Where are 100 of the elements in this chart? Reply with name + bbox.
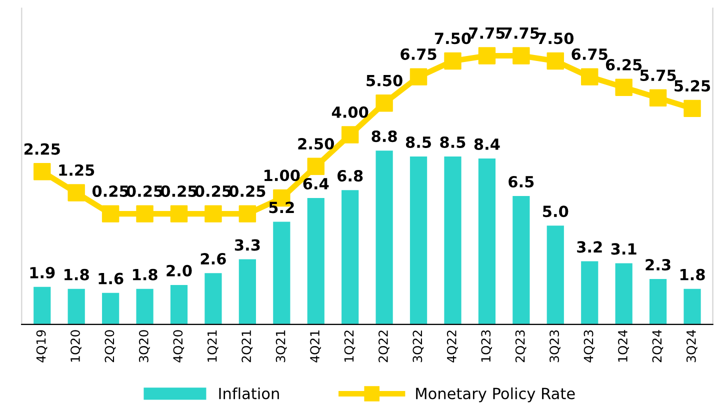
bar: [649, 279, 667, 324]
data-label: 2.3: [646, 258, 670, 271]
point: [34, 163, 51, 180]
x-tick-label: 2Q22: [378, 330, 390, 362]
point: [581, 68, 598, 86]
data-label: 8.4: [474, 138, 500, 150]
x-tick-label: 2Q20: [104, 330, 116, 362]
point: [307, 158, 324, 176]
bar: [410, 156, 428, 324]
data-label: 2.6: [200, 253, 226, 265]
bar: [34, 286, 51, 324]
bar: [478, 158, 496, 324]
x-tick-label: 1Q24: [618, 330, 629, 362]
data-label: 6.4: [303, 178, 329, 190]
data-label: 0.25: [126, 185, 163, 197]
x-tick-label: 2Q21: [242, 330, 252, 362]
point: [410, 68, 428, 86]
data-label: 7.50: [434, 32, 471, 44]
data-label: 3.3: [234, 239, 260, 251]
data-label: 6.25: [606, 58, 642, 71]
point: [684, 100, 701, 118]
legend-label: Monetary Policy Rate: [416, 387, 575, 402]
data-label: 1.6: [98, 272, 124, 284]
bar: [684, 288, 701, 324]
bar: [615, 263, 632, 324]
data-label: 0.25: [92, 185, 128, 197]
bar: [170, 284, 188, 324]
point: [170, 205, 188, 222]
point: [102, 205, 120, 222]
bar: [307, 198, 324, 324]
data-label: 0.25: [195, 185, 231, 197]
data-label: 1.25: [59, 164, 94, 176]
x-tick-label: 2Q24: [652, 330, 664, 362]
bar: [581, 261, 598, 324]
data-label: 2.25: [24, 143, 60, 155]
bar: [68, 288, 85, 324]
data-label: 6.75: [572, 48, 608, 60]
data-label: 7.50: [538, 32, 574, 44]
bar: [342, 190, 359, 324]
data-label: 7.75: [469, 28, 505, 39]
x-tick-label: 4Q23: [584, 330, 595, 362]
bar: [204, 273, 222, 324]
x-tick-label: 3Q24: [686, 330, 698, 362]
point: [512, 47, 530, 64]
data-label: 4.00: [332, 106, 368, 118]
point: [136, 205, 154, 222]
x-tick-label: 3Q21: [276, 330, 287, 362]
point: [444, 52, 462, 70]
x-tick-label: 2Q23: [515, 330, 526, 362]
bar: [444, 156, 462, 324]
data-label: 0.25: [229, 185, 266, 197]
data-label: 0.25: [160, 185, 197, 197]
point: [546, 52, 564, 70]
point: [204, 205, 222, 222]
point: [238, 205, 256, 222]
x-tick-label: 4Q20: [173, 330, 184, 362]
data-label: 6.5: [508, 176, 534, 188]
bar: [238, 259, 256, 324]
data-label: 3.2: [577, 241, 602, 253]
x-tick-label: 1Q21: [207, 330, 218, 362]
bar: [102, 292, 120, 324]
point: [649, 89, 667, 107]
x-tick-label: 1Q20: [70, 330, 82, 362]
point: [341, 126, 359, 144]
x-tick-label: 3Q20: [138, 330, 150, 362]
bar: [136, 288, 154, 324]
bar: [273, 222, 290, 324]
point: [615, 78, 632, 96]
x-tick-label: 3Q23: [550, 330, 560, 362]
data-label: 1.8: [64, 268, 89, 280]
legend-label: Inflation: [219, 387, 279, 400]
data-label: 8.8: [372, 130, 397, 142]
x-tick-label: 1Q22: [344, 330, 356, 362]
bar: [512, 196, 530, 324]
data-label: 1.8: [680, 268, 705, 280]
x-tick-label: 4Q19: [36, 330, 48, 362]
x-tick-label: 4Q22: [446, 330, 458, 362]
data-label: 1.00: [264, 170, 300, 182]
data-label: 5.25: [674, 80, 710, 92]
data-label: 3.1: [611, 243, 636, 255]
data-label: 2.0: [166, 264, 192, 276]
data-label: 8.5: [440, 136, 466, 148]
data-label: 8.5: [406, 136, 431, 148]
x-tick-label: 1Q23: [481, 330, 492, 362]
data-label: 1.9: [30, 266, 55, 278]
bar: [376, 150, 393, 324]
data-label: 2.50: [298, 138, 334, 150]
data-label: 1.8: [132, 268, 158, 280]
data-label: 5.75: [640, 70, 676, 82]
bar: [546, 226, 564, 324]
point: [376, 94, 393, 112]
x-tick-label: 4Q21: [310, 330, 321, 362]
data-label: 6.75: [400, 48, 436, 60]
data-label: 5.0: [543, 206, 568, 218]
data-label: 5.50: [366, 74, 402, 86]
x-tick-label: 3Q22: [412, 330, 424, 362]
point: [68, 184, 85, 202]
data-label: 6.8: [338, 170, 363, 182]
data-label: 7.75: [503, 28, 539, 39]
point: [478, 47, 496, 64]
